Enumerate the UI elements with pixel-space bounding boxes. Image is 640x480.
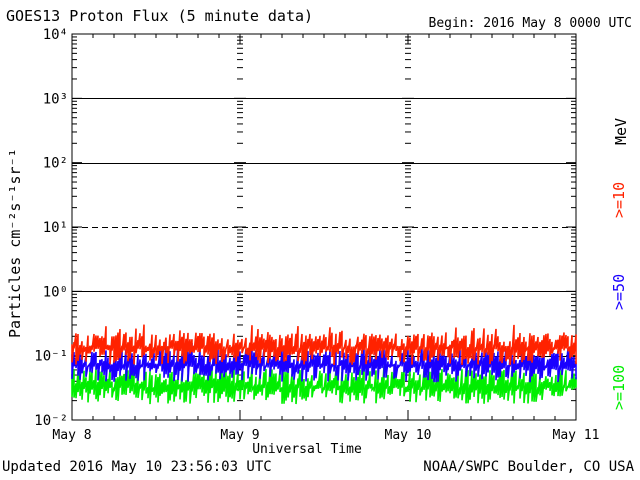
x-axis-label-text: Universal Time [252, 442, 362, 457]
legend-series-50: >=50 [610, 273, 628, 310]
begin-time-label: Begin: 2016 May 8 0000 UTC [428, 16, 633, 31]
y-tick-label: 10⁻¹ [34, 349, 68, 365]
y-tick-label: 10² [43, 156, 68, 172]
series-line [71, 361, 577, 405]
legend-series-10: >=10 [610, 181, 628, 218]
x-tick-label: May 9 [220, 428, 259, 443]
series-line [71, 324, 577, 366]
legend-series-100: >=100 [610, 364, 628, 410]
x-axis-label: Universal Time [0, 443, 640, 457]
chart-title: GOES13 Proton Flux (5 minute data) [6, 7, 314, 25]
y-tick-label: 10¹ [43, 220, 68, 236]
series-line [71, 340, 577, 383]
y-axis-label: Particles cm⁻²s⁻¹sr⁻¹ [6, 148, 24, 338]
y-tick-label: 10⁴ [43, 27, 68, 43]
y-tick-label: 10⁰ [43, 284, 68, 300]
data-credit: NOAA/SWPC Boulder, CO USA [423, 459, 634, 475]
x-tick-label: May 8 [52, 428, 91, 443]
updated-timestamp: Updated 2016 May 10 23:56:03 UTC [2, 459, 272, 475]
x-tick-label: May 10 [385, 428, 432, 443]
y-tick-label: 10³ [43, 91, 68, 107]
y-tick-label: 10⁻² [34, 413, 68, 429]
legend-unit-label: MeV [612, 117, 630, 145]
x-tick-label: May 11 [553, 428, 600, 443]
